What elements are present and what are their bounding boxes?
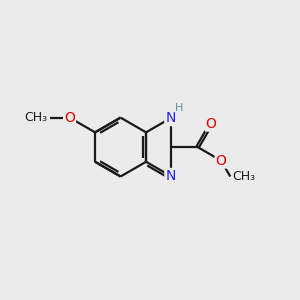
Text: N: N [165,169,176,183]
Text: O: O [64,111,75,124]
Text: O: O [216,154,226,168]
Text: H: H [175,103,183,112]
Text: CH₃: CH₃ [24,111,47,124]
Text: CH₃: CH₃ [232,170,256,183]
Text: O: O [206,117,217,130]
Text: N: N [165,111,176,125]
